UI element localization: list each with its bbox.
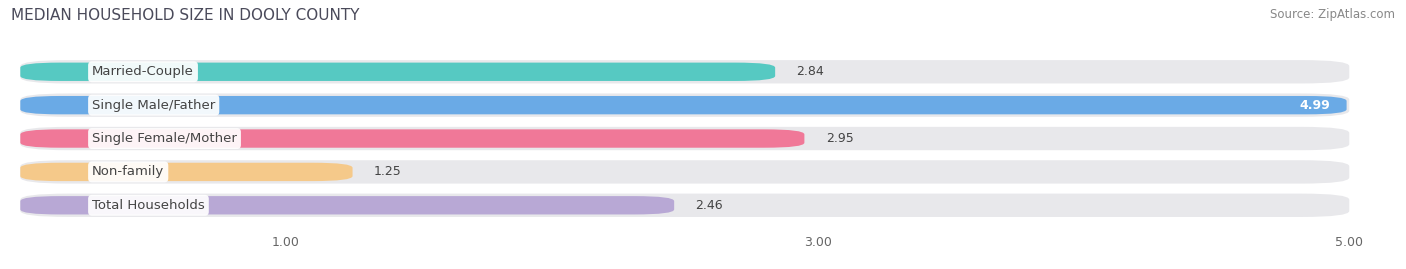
FancyBboxPatch shape: [20, 60, 1350, 83]
Text: Source: ZipAtlas.com: Source: ZipAtlas.com: [1270, 8, 1395, 21]
FancyBboxPatch shape: [20, 194, 1350, 217]
FancyBboxPatch shape: [20, 196, 673, 214]
Text: 4.99: 4.99: [1301, 99, 1330, 112]
Text: 2.46: 2.46: [696, 199, 723, 212]
FancyBboxPatch shape: [20, 129, 804, 148]
Text: Single Male/Father: Single Male/Father: [91, 99, 215, 112]
FancyBboxPatch shape: [20, 160, 1350, 183]
Text: Total Households: Total Households: [91, 199, 205, 212]
Text: 1.25: 1.25: [374, 165, 402, 178]
Text: MEDIAN HOUSEHOLD SIZE IN DOOLY COUNTY: MEDIAN HOUSEHOLD SIZE IN DOOLY COUNTY: [11, 8, 360, 23]
FancyBboxPatch shape: [20, 163, 353, 181]
FancyBboxPatch shape: [20, 96, 1347, 114]
Text: Single Female/Mother: Single Female/Mother: [91, 132, 238, 145]
Text: Married-Couple: Married-Couple: [91, 65, 194, 78]
Text: 2.95: 2.95: [825, 132, 853, 145]
Text: Non-family: Non-family: [91, 165, 165, 178]
Text: 2.84: 2.84: [796, 65, 824, 78]
FancyBboxPatch shape: [20, 94, 1350, 117]
FancyBboxPatch shape: [20, 127, 1350, 150]
FancyBboxPatch shape: [20, 63, 775, 81]
